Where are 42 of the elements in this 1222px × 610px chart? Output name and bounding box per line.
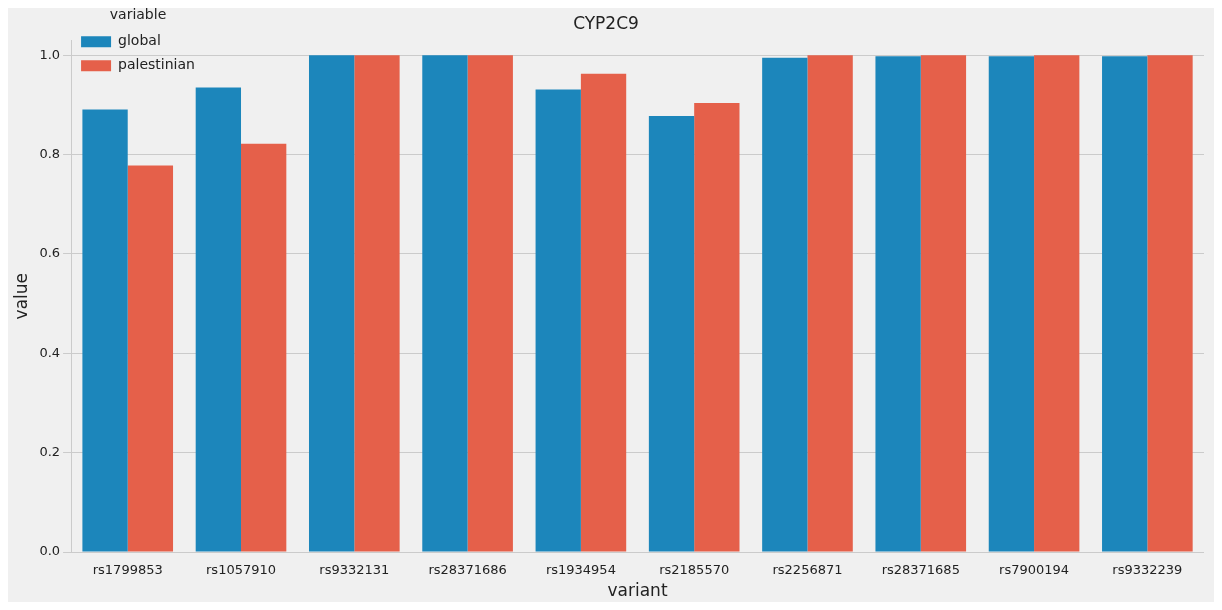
x-tick-label: rs1934954 [545,562,616,578]
bar [241,143,287,552]
x-tick-label: rs7900194 [999,562,1070,578]
legend-label: global [118,32,161,49]
bar [308,55,355,552]
bar [422,55,468,552]
x-tick-label: rs28371685 [881,562,960,578]
bar [1147,55,1193,552]
bar [648,115,695,552]
bar [195,87,242,552]
bar [580,73,627,552]
bar [920,55,967,552]
bar [988,56,1035,552]
x-tick-label: rs9332131 [319,562,390,578]
chart-title: CYP2C9 [573,12,639,33]
legend-title: variable [109,5,167,22]
x-tick-label: rs2185570 [659,562,730,578]
bar [1102,56,1148,552]
bar [467,55,513,552]
y-tick-label: 0.2 [39,444,61,460]
bar [127,165,174,552]
x-tick-label: rs9332239 [1112,562,1183,578]
bar [875,56,921,552]
bar [807,55,853,552]
bar [1034,55,1080,552]
bar [762,57,808,552]
x-axis-title: variant [607,580,668,601]
bar [535,89,581,552]
legend-label: palestinian [118,56,195,73]
y-tick-label: 0.8 [39,146,61,162]
bar [694,102,740,552]
y-tick-label: 0.4 [39,344,61,360]
y-tick-label: 0.0 [39,543,61,559]
y-axis-title: value [10,272,31,320]
x-tick-label: rs28371686 [428,562,507,578]
x-tick-label: rs1799853 [92,562,163,578]
y-tick-label: 0.6 [39,245,61,261]
bar [354,55,400,552]
y-tick-label: 1.0 [39,46,61,62]
bar [82,109,128,552]
x-tick-label: rs1057910 [206,562,277,578]
x-tick-label: rs2256871 [772,562,843,578]
